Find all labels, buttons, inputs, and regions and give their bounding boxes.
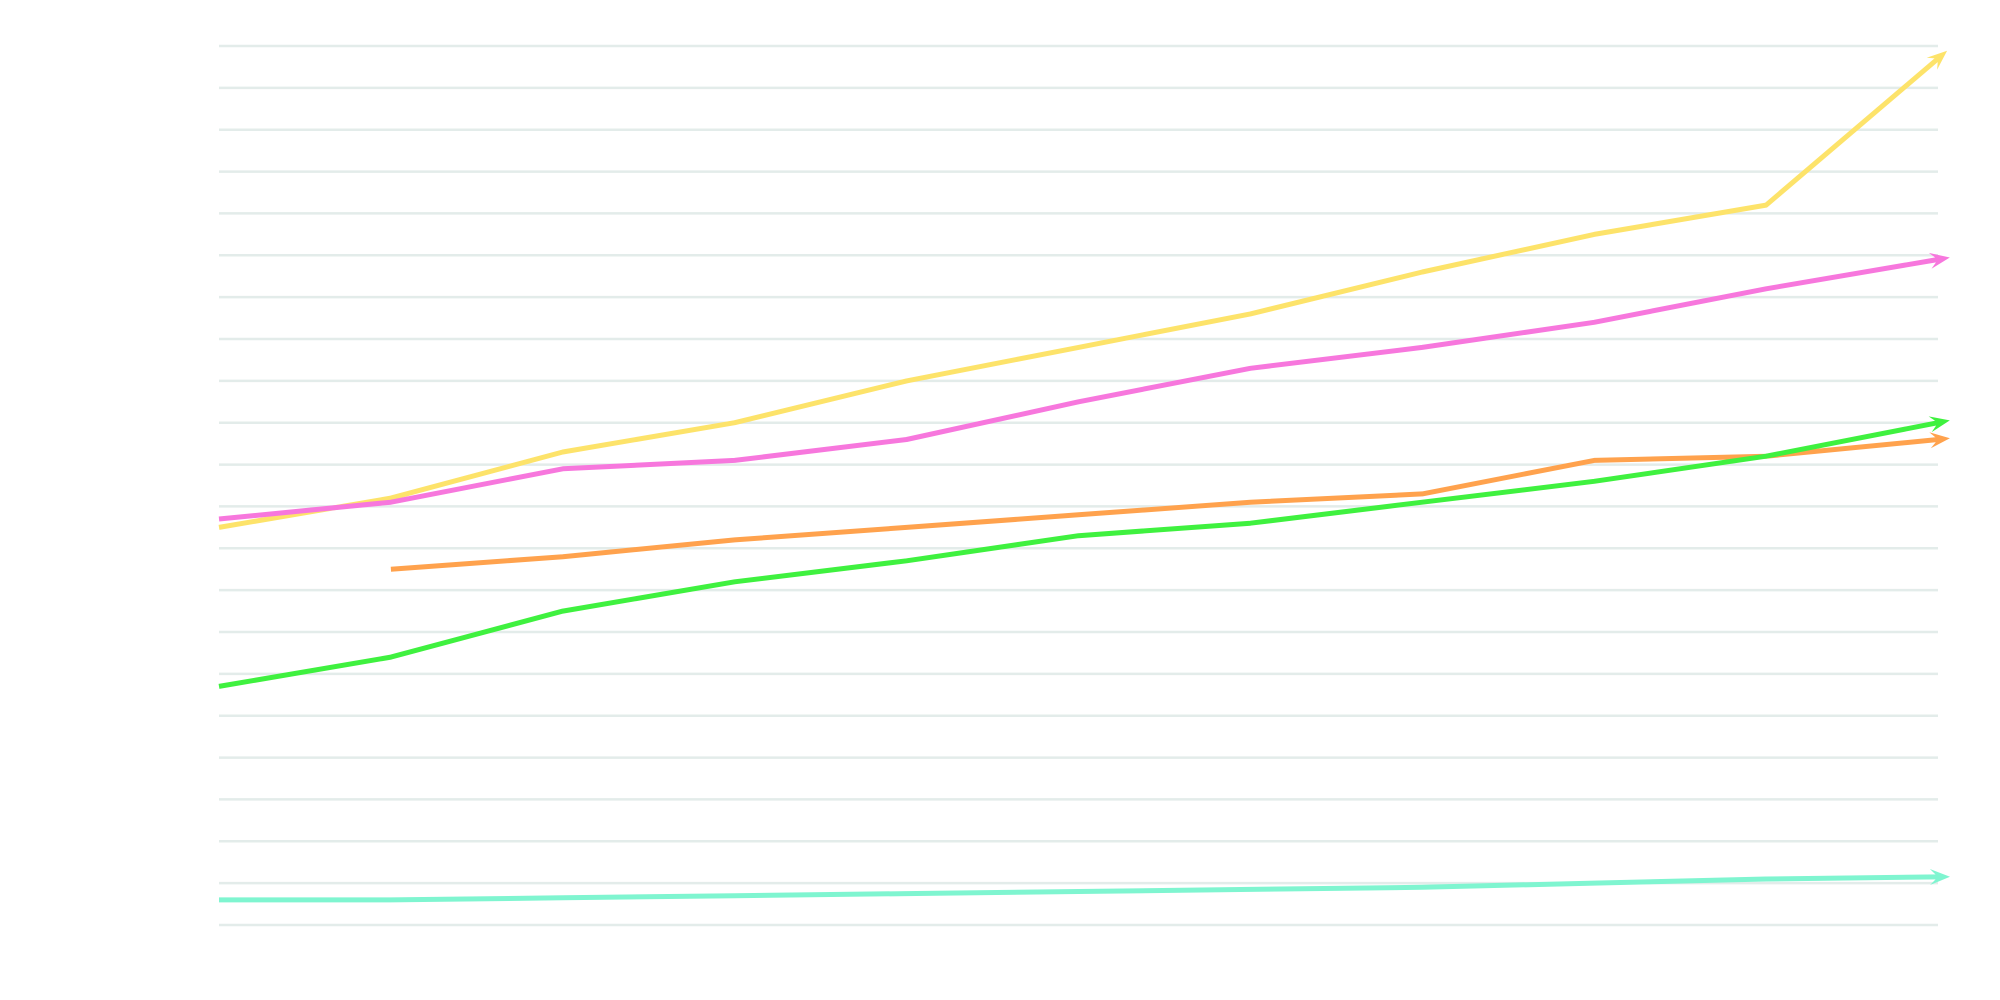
series-line-5 [219, 874, 1939, 903]
series-arrowhead-2 [1928, 252, 1950, 269]
series-arrowhead-3 [1929, 432, 1950, 449]
series-lines [218, 50, 1950, 903]
series-line-1 [218, 56, 1940, 530]
series-arrowhead-4 [1928, 416, 1950, 433]
series-line-3 [390, 437, 1939, 572]
series-arrowhead-5 [1929, 869, 1950, 885]
gridlines [219, 44, 1938, 927]
series-arrowhead-1 [1926, 50, 1948, 70]
series-line-4 [218, 420, 1939, 689]
series-line-2 [218, 257, 1939, 522]
